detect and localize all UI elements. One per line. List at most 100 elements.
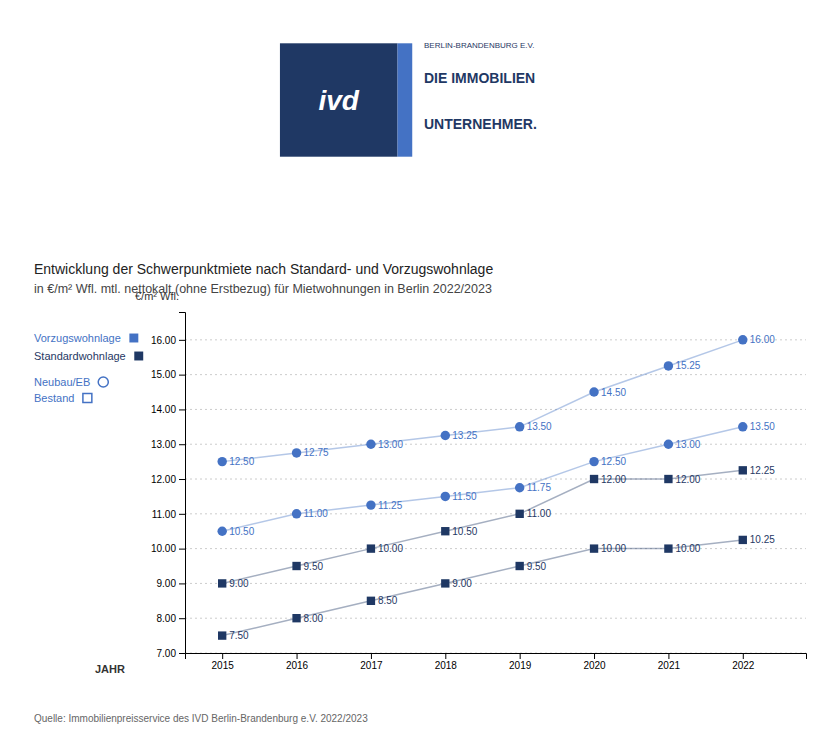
grid-line xyxy=(185,444,806,445)
legend-label: Bestand xyxy=(34,392,74,404)
x-tick: 2017 xyxy=(360,653,383,671)
x-tick-label: 2020 xyxy=(583,660,606,671)
legend-label: Standardwohnlage xyxy=(34,350,126,362)
series-line xyxy=(222,340,743,462)
x-tick-label: 2015 xyxy=(212,660,235,671)
point xyxy=(739,466,747,474)
x-axis-line xyxy=(186,654,807,660)
data-labels: 12.5012.7513.0013.2513.5014.5015.2516.00… xyxy=(229,334,775,641)
x-tick-mark xyxy=(594,653,595,659)
x-tick: 2015 xyxy=(212,653,235,671)
y-axis: 7.008.009.0010.0011.0012.0013.0014.0015.… xyxy=(151,313,186,659)
legend: VorzugswohnlageStandardwohnlageNeubau/EB… xyxy=(34,332,143,404)
source: Quelle: Immobilienpreisservice des IVD B… xyxy=(34,713,368,724)
data-label: 10.00 xyxy=(378,543,403,554)
legend-swatch xyxy=(83,394,92,403)
point xyxy=(515,562,523,570)
x-tick-label: 2022 xyxy=(732,660,755,671)
point xyxy=(664,475,672,483)
y-tick-mark xyxy=(179,618,185,619)
point xyxy=(367,544,375,552)
point xyxy=(217,526,226,535)
data-label: 9.50 xyxy=(304,561,324,572)
logo-text: BERLIN-BRANDENBURG E.V. xyxy=(424,41,534,50)
data-label: 12.25 xyxy=(750,465,775,476)
point xyxy=(589,387,598,396)
data-label: 10.25 xyxy=(750,534,775,545)
y-tick-label: 7.00 xyxy=(157,648,177,659)
point xyxy=(664,440,673,449)
point xyxy=(292,562,300,570)
grid-line xyxy=(185,583,806,584)
y-tick-label: 10.00 xyxy=(151,543,176,554)
y-tick-label: 16.00 xyxy=(151,335,176,346)
x-tick-mark xyxy=(297,653,298,659)
y-tick-mark xyxy=(179,340,185,341)
chart: ivdBERLIN-BRANDENBURG E.V.DIE IMMOBILIEN… xyxy=(0,0,839,742)
data-label: 8.50 xyxy=(378,595,398,606)
y-tick: 9.00 xyxy=(157,578,185,589)
grid-line xyxy=(185,409,806,410)
logo-text: ivd xyxy=(319,85,360,116)
data-label: 10.00 xyxy=(601,543,626,554)
point xyxy=(515,422,524,431)
grid-line xyxy=(185,548,806,549)
data-label: 12.75 xyxy=(304,447,329,458)
y-tick-mark xyxy=(179,375,185,376)
data-label: 11.25 xyxy=(378,500,403,511)
y-tick-label: 11.00 xyxy=(152,509,177,520)
x-tick-label: 2019 xyxy=(509,660,532,671)
data-label: 12.50 xyxy=(229,456,254,467)
point xyxy=(738,422,747,431)
point xyxy=(218,579,226,587)
point xyxy=(515,510,523,518)
data-label: 14.50 xyxy=(601,387,626,398)
point xyxy=(590,544,598,552)
y-tick-mark xyxy=(179,653,185,654)
data-label: 7.50 xyxy=(229,630,249,641)
y-tick-label: 9.00 xyxy=(157,578,177,589)
grid-line xyxy=(185,374,806,375)
point xyxy=(292,448,301,457)
y-tick: 15.00 xyxy=(151,369,185,380)
data-label: 11.00 xyxy=(304,508,329,519)
data-label: 12.00 xyxy=(601,474,626,485)
point xyxy=(217,457,226,466)
point xyxy=(664,544,672,552)
x-tick-label: 2016 xyxy=(286,660,309,671)
data-label: 10.50 xyxy=(452,526,477,537)
x-tick-mark xyxy=(520,653,521,659)
point xyxy=(590,475,598,483)
legend-label: Vorzugswohnlage xyxy=(34,332,121,344)
grid-line xyxy=(185,479,806,480)
x-tick-mark xyxy=(743,653,744,659)
y-tick-mark xyxy=(179,479,185,480)
point xyxy=(739,536,747,544)
data-label: 13.50 xyxy=(750,421,775,432)
data-label: 12.50 xyxy=(601,456,626,467)
data-label: 13.00 xyxy=(675,439,700,450)
legend-swatch xyxy=(98,377,108,387)
data-label: 12.00 xyxy=(675,474,700,485)
point xyxy=(292,509,301,518)
data-label: 13.25 xyxy=(452,430,477,441)
point xyxy=(441,431,450,440)
data-label: 9.00 xyxy=(452,578,472,589)
y-tick-label: 13.00 xyxy=(151,439,176,450)
title: Entwicklung der Schwerpunktmiete nach St… xyxy=(34,261,493,277)
y-tick: 7.00 xyxy=(157,648,185,659)
point xyxy=(738,335,747,344)
data-label: 15.25 xyxy=(675,360,700,371)
data-label: 10.50 xyxy=(229,526,254,537)
point xyxy=(367,597,375,605)
data-label: 9.50 xyxy=(527,561,547,572)
x-tick: 2018 xyxy=(435,653,458,671)
point xyxy=(515,483,524,492)
grid-line xyxy=(185,618,806,619)
y-tick-label: 15.00 xyxy=(151,369,176,380)
data-label: 8.00 xyxy=(304,613,324,624)
y-tick: 13.00 xyxy=(151,439,185,450)
x-tick: 2019 xyxy=(509,653,532,671)
point xyxy=(441,527,449,535)
y-tick-mark xyxy=(179,444,185,445)
